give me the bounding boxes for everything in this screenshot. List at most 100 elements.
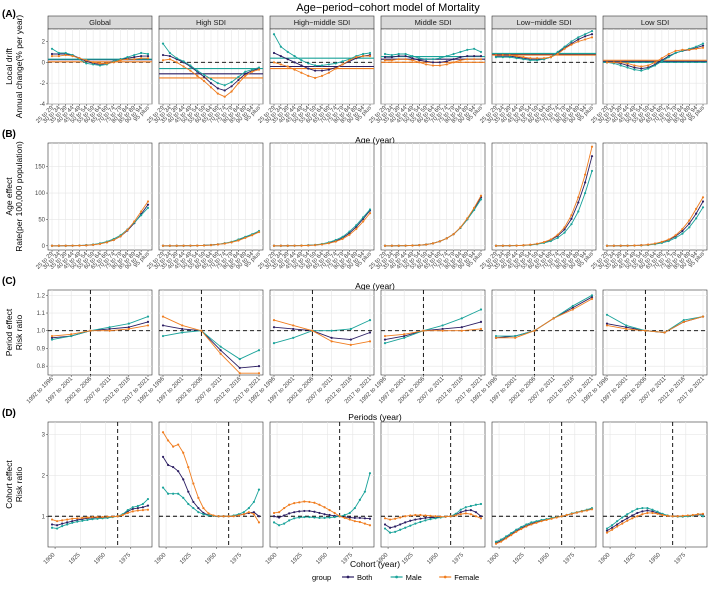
data-point-female [216, 243, 219, 246]
data-point-female [445, 63, 448, 66]
data-point-female [126, 58, 129, 61]
row-B: (B) Age effect Rate(per 100,000 population… [2, 129, 708, 291]
y-tick-label: 100 [35, 191, 46, 197]
data-point-both [293, 61, 296, 64]
data-point-female [70, 333, 73, 336]
data-point-both [695, 212, 698, 215]
data-point-female [556, 52, 559, 56]
data-point-both [636, 511, 639, 515]
data-point-male [621, 516, 624, 519]
data-point-male [50, 47, 54, 50]
data-point-female [656, 512, 659, 515]
data-point-female [181, 324, 184, 327]
data-point-female [341, 63, 344, 66]
data-point-male [187, 502, 190, 506]
data-point-both [646, 509, 649, 512]
data-point-male [353, 506, 356, 510]
x-tick-label: 1975 [119, 552, 133, 566]
data-point-both [399, 523, 402, 526]
data-point-male [127, 322, 130, 325]
data-point-female [209, 243, 213, 247]
data-point-female [146, 324, 150, 327]
data-point-female [585, 509, 589, 512]
data-point-male [525, 523, 528, 526]
data-point-female [127, 327, 130, 331]
data-point-female [230, 241, 233, 244]
data-point-female [85, 244, 88, 247]
series-line-female [273, 319, 371, 346]
data-point-female [355, 56, 358, 59]
data-point-male [459, 508, 462, 511]
legend-item-both: Both [342, 573, 372, 582]
y-tick-label: 1 [42, 514, 46, 520]
data-point-male [288, 519, 291, 522]
data-point-female [112, 61, 115, 64]
data-point-female [207, 512, 210, 515]
data-point-male [577, 210, 580, 213]
series-line-both [162, 324, 260, 369]
data-point-male [619, 64, 622, 67]
data-point-female [355, 227, 358, 231]
legend-key-point [443, 575, 447, 579]
data-point-male [660, 60, 663, 63]
data-point-female [411, 59, 414, 62]
panel-D-5: 1900 1925 1950 1975 [487, 421, 597, 566]
data-point-both [425, 60, 428, 63]
data-point-both [146, 504, 150, 507]
data-point-male [242, 511, 245, 514]
data-point-both [688, 222, 691, 225]
data-point-both [318, 511, 321, 515]
data-point-both [414, 518, 417, 521]
data-point-male [394, 530, 397, 533]
data-point-male [647, 67, 650, 70]
x-tick-label: 1950 [648, 552, 662, 566]
row-label-A: (A) [2, 9, 16, 20]
data-point-male [223, 84, 226, 87]
data-point-male [92, 63, 95, 66]
data-point-female [300, 71, 303, 74]
data-point-female [479, 327, 483, 331]
data-point-female [105, 241, 108, 244]
data-point-female [515, 54, 518, 58]
data-point-female [320, 74, 324, 77]
data-point-both [197, 506, 200, 510]
legend: group Both Male Female [312, 573, 479, 582]
data-point-female [663, 331, 666, 334]
data-point-both [293, 511, 296, 514]
data-point-male [605, 527, 609, 530]
data-point-male [272, 521, 276, 524]
data-point-male [348, 511, 351, 515]
data-point-male [182, 60, 185, 63]
data-point-both [146, 203, 150, 206]
data-point-female [200, 329, 203, 332]
data-point-female [141, 509, 145, 512]
data-point-male [327, 63, 330, 66]
data-point-male [695, 217, 698, 220]
data-point-male [202, 513, 205, 516]
data-point-male [131, 506, 134, 509]
data-point-male [172, 492, 175, 495]
data-point-male [633, 68, 636, 71]
data-point-female [514, 336, 517, 339]
data-point-male [362, 52, 365, 56]
data-point-male [330, 329, 333, 332]
data-point-female [298, 501, 301, 504]
data-point-male [341, 60, 344, 63]
data-point-female [98, 62, 102, 65]
strip-label-1: Global [89, 18, 111, 27]
data-point-male [577, 36, 580, 39]
row-label-C: (C) [2, 276, 16, 287]
data-point-female [92, 243, 95, 246]
data-point-female [674, 234, 677, 237]
data-point-female [612, 61, 615, 64]
data-point-male [510, 531, 513, 535]
data-point-both [626, 517, 629, 520]
data-point-female [257, 68, 261, 71]
data-point-male [286, 50, 289, 54]
data-point-both [283, 514, 286, 517]
data-point-both [219, 349, 222, 352]
data-point-male [161, 334, 165, 338]
data-point-both [257, 515, 261, 518]
data-point-male [146, 315, 150, 318]
